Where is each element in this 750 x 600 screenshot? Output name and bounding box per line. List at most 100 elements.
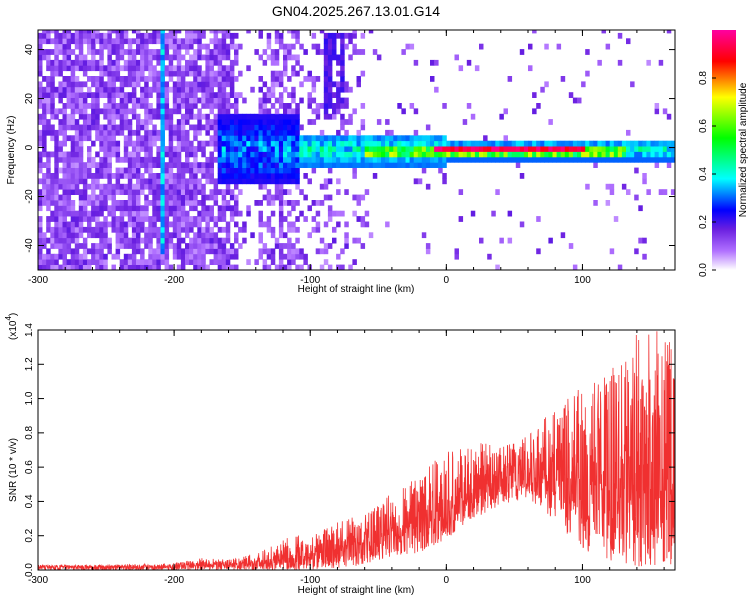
spectrogram-cell xyxy=(442,135,447,142)
spectrogram-cell xyxy=(103,146,108,152)
spectrogram-cell xyxy=(99,237,104,244)
spectrogram-cell xyxy=(213,70,219,77)
spectrogram-cell xyxy=(609,156,615,163)
spectrogram-cell xyxy=(266,97,272,104)
spectrogram-cell xyxy=(148,140,153,147)
spectrogram-cell xyxy=(266,32,272,39)
spectrogram-cell xyxy=(315,113,321,120)
spectrogram-cell xyxy=(54,30,59,34)
spectrogram-cell xyxy=(82,259,88,265)
spectrogram-cell xyxy=(50,243,55,249)
spectrogram-cell xyxy=(274,59,280,66)
spectrogram-cell xyxy=(283,151,288,158)
spectrogram-cell xyxy=(221,113,227,120)
spectrogram-cell xyxy=(311,156,317,163)
spectrogram-cell xyxy=(221,259,227,265)
spectrogram-cell xyxy=(70,32,76,39)
spectrogram-cell xyxy=(62,226,67,233)
spectrogram-cell xyxy=(205,113,210,120)
spectrogram-cell xyxy=(127,156,133,163)
spectrogram-cell xyxy=(323,97,329,104)
spectrogram-cell xyxy=(140,237,145,244)
spectrogram-cell xyxy=(164,43,170,50)
spectrogram-cell xyxy=(234,54,239,61)
spectrogram-cell xyxy=(221,156,227,163)
spectrogram-cell xyxy=(103,135,108,142)
spectrogram-cell xyxy=(54,194,59,201)
spectrogram-cell xyxy=(266,156,272,163)
figure-title: GN04.2025.267.13.01.G14 xyxy=(272,3,440,19)
spectrogram-cell xyxy=(303,259,308,265)
spectrogram-cell xyxy=(278,119,284,125)
spectrogram-cell xyxy=(185,200,190,206)
spectrogram-cell xyxy=(103,173,108,179)
spectrogram-cell xyxy=(38,92,43,98)
spectrogram-cell xyxy=(193,194,198,201)
spectrogram-cell xyxy=(327,264,333,270)
spectrogram-cell xyxy=(278,38,284,45)
spectrogram-cell xyxy=(140,140,145,147)
spectrogram-cell xyxy=(70,178,76,185)
spectrogram-cell xyxy=(278,205,284,212)
spectrogram-cell xyxy=(160,226,165,233)
spectrogram-cell xyxy=(229,216,235,222)
spectrogram-cell xyxy=(528,151,533,158)
spectrogram-cell xyxy=(201,232,206,239)
spectrogram-cell xyxy=(556,146,562,152)
spectrogram-cell xyxy=(364,162,370,168)
spectrogram-cell xyxy=(344,135,349,142)
spectrogram-cell xyxy=(46,162,51,168)
spectrogram-cell xyxy=(315,146,321,152)
spectrogram-cell xyxy=(119,189,125,195)
spectrogram-cell xyxy=(336,135,341,142)
spectrogram-cell xyxy=(278,135,284,142)
spectrogram-cell xyxy=(156,232,161,239)
spectrogram-cell xyxy=(168,173,174,179)
spectrogram-cell xyxy=(217,178,223,185)
spectrogram-cell xyxy=(131,92,137,98)
spectrogram-cell xyxy=(209,49,214,55)
spectrogram-cell xyxy=(185,65,190,72)
spectrogram-cell xyxy=(340,156,345,163)
spectrogram-cell xyxy=(295,264,300,270)
spectrogram-cell xyxy=(160,200,165,206)
spectrogram-cell xyxy=(626,38,631,45)
spectrogram-cell xyxy=(327,32,333,39)
spectrogram-cell xyxy=(225,124,231,131)
spectrogram-cell xyxy=(160,49,165,55)
spectrogram-cell xyxy=(225,92,231,98)
spectrogram-cell xyxy=(103,189,108,195)
spectrogram-cell xyxy=(144,81,149,88)
spectrogram-cell xyxy=(111,146,116,152)
spectrogram-cell xyxy=(291,243,296,249)
spectrogram-cell xyxy=(119,124,125,131)
spectrogram-cell xyxy=(91,65,96,72)
spectrogram-cell xyxy=(487,151,492,158)
spectrogram-cell xyxy=(327,81,333,88)
spectrogram-cell xyxy=(303,162,308,168)
spectrogram-cell xyxy=(38,59,43,66)
spectrogram-cell xyxy=(323,81,329,88)
spectrogram-cell xyxy=(91,97,96,104)
spectrogram-cell xyxy=(119,200,125,206)
spectrogram-cell xyxy=(54,167,59,174)
spectrogram-cell xyxy=(229,189,235,195)
spectrogram-cell xyxy=(311,119,317,125)
spectrogram-cell xyxy=(172,97,178,104)
spectrogram-cell xyxy=(156,30,161,34)
spectrogram-cell xyxy=(344,146,349,152)
spectrogram-cell xyxy=(62,189,67,195)
spectrogram-cell xyxy=(499,237,504,244)
spectrogram-cell xyxy=(319,30,325,34)
spectrogram-cell xyxy=(144,146,149,152)
spectrogram-cell xyxy=(107,43,112,50)
spectrogram-cell xyxy=(99,232,104,239)
spectrogram-cell xyxy=(287,226,292,233)
spectrogram-cell xyxy=(417,156,423,163)
spectrogram-cell xyxy=(511,156,517,163)
spectrogram-cell xyxy=(266,178,272,185)
spectrogram-cell xyxy=(160,183,165,190)
spectrogram-cell xyxy=(548,119,553,125)
spectrogram-cell xyxy=(287,259,292,265)
spectrogram-cell xyxy=(74,43,80,50)
